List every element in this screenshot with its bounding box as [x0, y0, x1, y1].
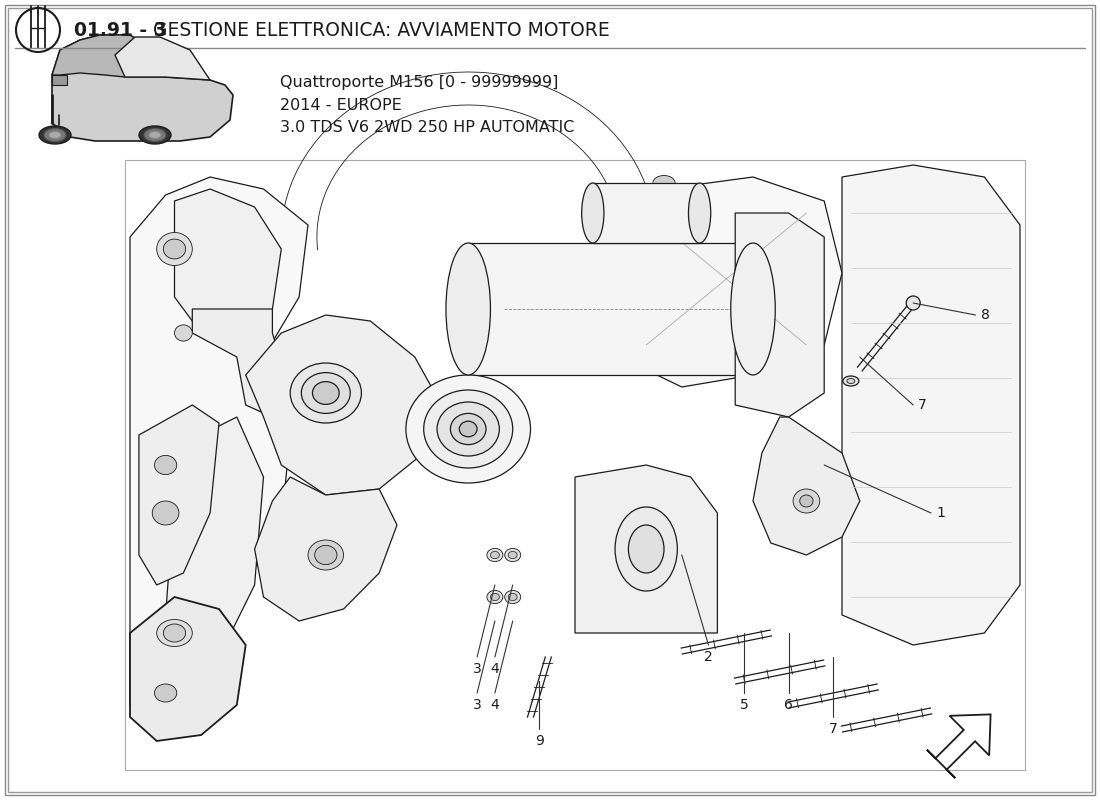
Polygon shape [130, 177, 308, 705]
Ellipse shape [154, 684, 177, 702]
Text: Quattroporte M156 [0 - 99999999]: Quattroporte M156 [0 - 99999999] [280, 74, 559, 90]
Ellipse shape [653, 175, 675, 190]
Ellipse shape [315, 546, 337, 565]
Polygon shape [116, 37, 210, 80]
Ellipse shape [50, 131, 60, 138]
Ellipse shape [491, 551, 499, 558]
Polygon shape [130, 417, 264, 705]
Polygon shape [254, 477, 397, 621]
Text: 01.91 - 3: 01.91 - 3 [74, 21, 167, 39]
Polygon shape [469, 243, 754, 375]
Ellipse shape [152, 501, 179, 525]
Ellipse shape [508, 551, 517, 558]
Polygon shape [735, 213, 824, 417]
Ellipse shape [793, 489, 820, 513]
Text: 8: 8 [980, 308, 989, 322]
Ellipse shape [487, 549, 503, 562]
Ellipse shape [154, 455, 177, 474]
Ellipse shape [144, 129, 166, 142]
Ellipse shape [487, 590, 503, 603]
Ellipse shape [450, 414, 486, 445]
Ellipse shape [39, 126, 72, 144]
Text: 4: 4 [491, 662, 499, 676]
Polygon shape [245, 315, 441, 495]
Ellipse shape [156, 619, 192, 646]
Polygon shape [52, 35, 165, 77]
Ellipse shape [424, 390, 513, 468]
Ellipse shape [308, 540, 343, 570]
Bar [52, 75, 67, 85]
Ellipse shape [460, 421, 477, 437]
Ellipse shape [164, 624, 186, 642]
Polygon shape [593, 183, 700, 243]
Text: 7: 7 [828, 722, 837, 736]
Ellipse shape [582, 183, 604, 243]
Text: 7: 7 [918, 398, 927, 412]
Polygon shape [52, 35, 233, 141]
Ellipse shape [689, 183, 711, 243]
Ellipse shape [175, 325, 192, 341]
Ellipse shape [290, 363, 362, 423]
Ellipse shape [446, 243, 491, 375]
Text: 4: 4 [491, 698, 499, 712]
Text: 3: 3 [473, 698, 482, 712]
Text: 2: 2 [704, 650, 713, 664]
Polygon shape [754, 417, 860, 555]
Ellipse shape [730, 243, 776, 375]
Polygon shape [192, 309, 290, 417]
Text: 3.0 TDS V6 2WD 250 HP AUTOMATIC: 3.0 TDS V6 2WD 250 HP AUTOMATIC [280, 121, 574, 135]
Polygon shape [130, 597, 245, 741]
Polygon shape [575, 465, 717, 633]
Bar [125, 160, 1025, 770]
Ellipse shape [406, 375, 530, 483]
Text: GESTIONE ELETTRONICA: AVVIAMENTO MOTORE: GESTIONE ELETTRONICA: AVVIAMENTO MOTORE [147, 21, 609, 39]
Ellipse shape [148, 131, 161, 138]
Ellipse shape [164, 239, 186, 259]
Text: 6: 6 [784, 698, 793, 712]
Polygon shape [139, 405, 219, 585]
Ellipse shape [628, 525, 664, 573]
Ellipse shape [301, 373, 350, 414]
Text: 3: 3 [473, 662, 482, 676]
Ellipse shape [843, 376, 859, 386]
Ellipse shape [437, 402, 499, 456]
Ellipse shape [491, 594, 499, 601]
Ellipse shape [800, 495, 813, 507]
Ellipse shape [44, 129, 66, 142]
Ellipse shape [139, 126, 170, 144]
Text: 9: 9 [535, 734, 543, 748]
Text: 5: 5 [739, 698, 748, 712]
Ellipse shape [906, 296, 921, 310]
Ellipse shape [156, 233, 192, 266]
Ellipse shape [508, 594, 517, 601]
Ellipse shape [312, 382, 339, 404]
Ellipse shape [615, 507, 678, 591]
Ellipse shape [505, 549, 520, 562]
Text: 1: 1 [936, 506, 945, 520]
Polygon shape [619, 177, 842, 387]
Polygon shape [842, 165, 1020, 645]
Ellipse shape [505, 590, 520, 603]
Text: 2014 - EUROPE: 2014 - EUROPE [280, 98, 402, 113]
Polygon shape [175, 189, 282, 333]
Ellipse shape [847, 378, 855, 383]
Polygon shape [927, 714, 991, 778]
